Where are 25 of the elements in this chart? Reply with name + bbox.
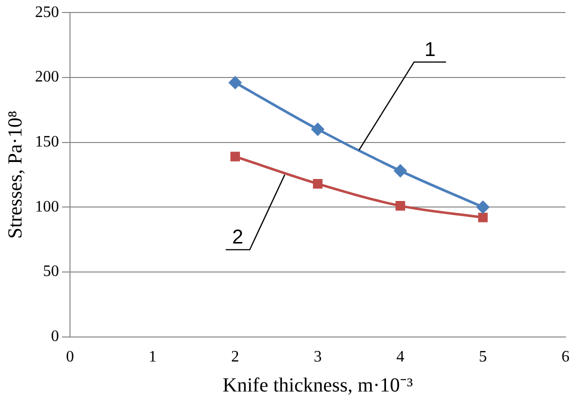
y-tick-label: 100	[35, 198, 59, 216]
x-tick-label: 0	[66, 348, 74, 366]
point	[228, 76, 242, 89]
point	[476, 200, 490, 214]
annotation: 2	[232, 226, 244, 249]
point	[394, 164, 407, 178]
point	[312, 178, 323, 189]
x-tick-label: 1	[148, 348, 157, 366]
x-tick-label: 3	[314, 348, 322, 366]
y-tick-label: 250	[35, 4, 59, 21]
x-tick-label: 5	[478, 348, 487, 366]
annotation: 1	[424, 39, 436, 62]
y-tick-label: 150	[35, 133, 59, 150]
y-tick-label: 0	[51, 328, 59, 346]
y-tick-label: 200	[35, 68, 59, 86]
x-axis-title: Knife thickness, m·10⁻³	[222, 374, 413, 396]
point	[396, 201, 406, 211]
y-tick-label: 50	[43, 263, 59, 280]
point	[478, 212, 488, 222]
x-tick-label: 6	[562, 348, 570, 366]
y-axis-title: Stresses, Pa·10⁸	[4, 110, 26, 239]
point	[230, 152, 240, 162]
x-tick-label: 4	[396, 348, 404, 366]
point	[312, 123, 324, 136]
x-tick-label: 2	[231, 348, 240, 366]
